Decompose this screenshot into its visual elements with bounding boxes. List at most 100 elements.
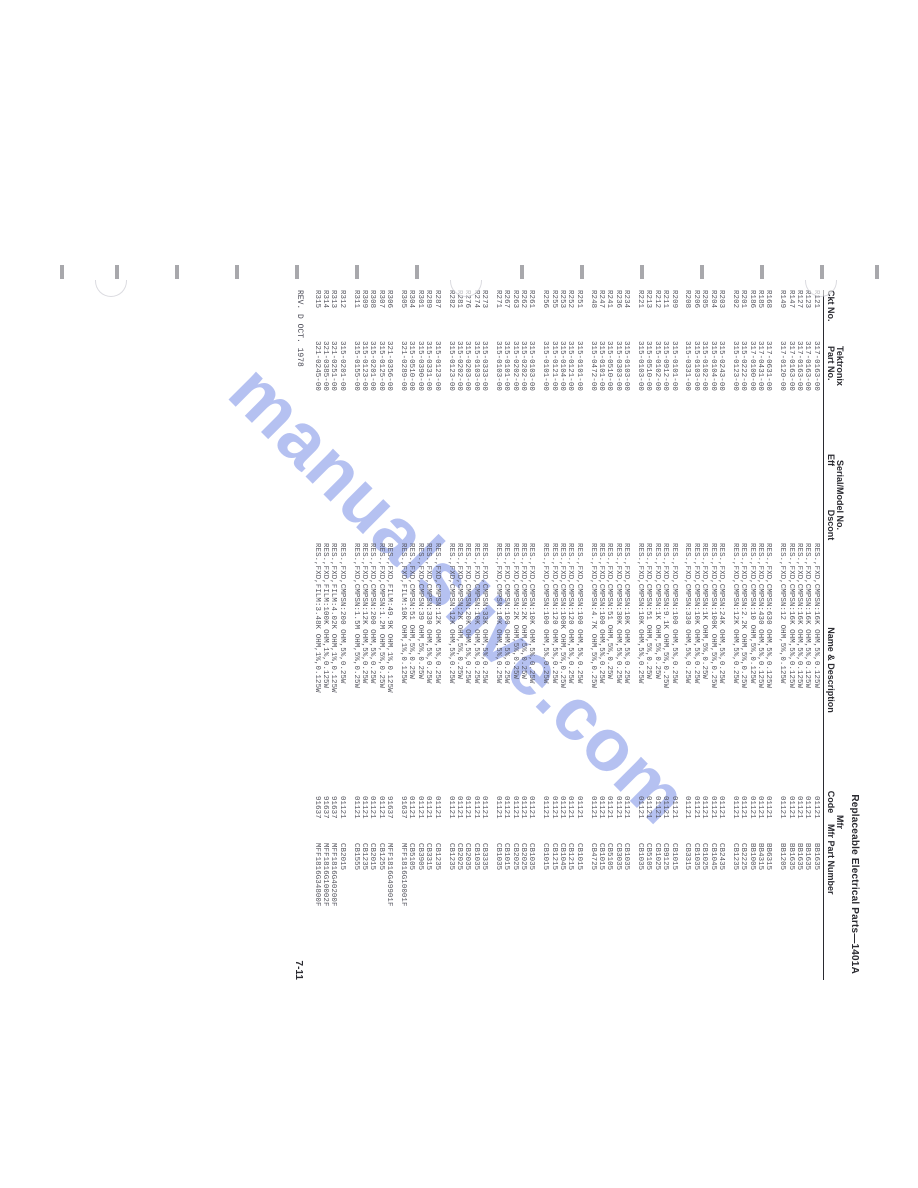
cell-mfr: 01121 (406, 796, 414, 843)
cell-desc: RES.,FXD,CMPSN:12K OHM,5%,0.25W (359, 543, 367, 796)
cell-part: 317-0163-00 (786, 341, 794, 430)
cell-mpn: CB1235 (359, 843, 367, 980)
table-row: R241315-0510-00RES.,FXD,CMPSN:51 OHM,5%,… (604, 290, 612, 980)
cell-desc: RES.,FXD,CMPSN:10K OHM,5%,0.25W (691, 543, 699, 796)
table-row: R212315-0102-00RES.,FXD,CMPSN:1K OHM,5%,… (652, 290, 660, 980)
cell-ckt: R147 (786, 290, 794, 341)
cell-part: 321-0251-00 (328, 341, 336, 430)
table-row: R205315-0102-00RES.,FXD,CMPSN:1K OHM,5%,… (699, 290, 707, 980)
table-row: R185317-0431-00RES.,FXD,CMPSN:430 OHM,5%… (755, 290, 763, 980)
cell-mpn: MFF1816G40200F (328, 843, 336, 980)
cell-desc: RES.,FXD,CMPSN:100 OHM,5%,0.25W (574, 543, 582, 796)
cell-part: 317-0431-00 (755, 341, 763, 430)
cell-mfr: 01121 (526, 796, 534, 843)
cell-part: 315-0202-00 (518, 341, 526, 430)
cell-part: 315-0331-00 (423, 341, 431, 430)
cell-ckt: R301 (415, 290, 423, 341)
cell-mfr: 01121 (738, 796, 746, 843)
cell-serial (635, 430, 643, 543)
cell-mpn: CB3315 (423, 843, 431, 980)
cell-mpn: CB2435 (716, 843, 724, 980)
cell-serial (588, 430, 596, 543)
cell-serial (526, 430, 534, 543)
cell-part: 315-0203-00 (462, 341, 470, 430)
cell-serial (613, 430, 621, 543)
cell-ckt: R127 (794, 290, 802, 341)
cell-mpn: CB1035 (621, 843, 629, 980)
cell-desc: RES.,FXD,CMPSN:51 OHM,5%,0.25W (643, 543, 651, 796)
cell-serial (691, 430, 699, 543)
cell-part: 315-0202-00 (454, 341, 462, 430)
cell-mpn: CB1015 (574, 843, 582, 980)
table-row: R208315-0331-00RES.,FXD,CMPSN:330 OHM,5%… (682, 290, 690, 980)
cell-serial (320, 430, 328, 543)
cell-mpn: CB1015 (540, 843, 548, 980)
table-row: R314321-0385-00RES.,FXD,FILM:100K OHM,1%… (320, 290, 328, 980)
table-row: R262315-0202-00RES.,FXD,CMPSN:2K OHM,5%,… (518, 290, 526, 980)
cell-desc: RES.,FXD,CMPSN:2K OHM,5%,0.25W (510, 543, 518, 796)
cell-desc: RES.,FXD,CMPSN:120 OHM,5%,0.25W (549, 543, 557, 796)
cell-desc: RES.,FXD,CMPSN:120 OHM,5%,0.25W (565, 543, 573, 796)
cell-ckt: R248 (588, 290, 596, 341)
cell-part: 315-0103-00 (635, 341, 643, 430)
cell-mfr: 01121 (747, 796, 755, 843)
table-row: R149317-0120-00RES.,FXD,CMPSN:12 OHM,5%,… (777, 290, 785, 980)
cell-ckt: R305 (398, 290, 406, 341)
table-row: R315321-0245-00RES.,FXD,FILM:3.48K OHM,1… (312, 290, 320, 980)
cell-mpn: CB2025 (518, 843, 526, 980)
cell-desc: RES.,FXD,FILM:10K OHM,1%,0.125W (398, 543, 406, 796)
table-row: R308315-0201-00RES.,FXD,CMPSN:200 OHM,5%… (367, 290, 375, 980)
binding-tick (60, 265, 64, 279)
cell-serial (432, 430, 440, 543)
cell-desc: RES.,FXD,CMPSN:16K OHM,5%,0.125W (794, 543, 802, 796)
cell-ckt: R311 (351, 290, 359, 341)
cell-mpn: CB2025 (454, 843, 462, 980)
cell-mpn: CB1045 (708, 843, 716, 980)
cell-mfr: 01121 (540, 796, 548, 843)
table-row: R186317-0100-00RES.,FXD,CMPSN:10 OHM,5%,… (747, 290, 755, 980)
cell-desc: RES.,FXD,CMPSN:16K OHM,5%,0.125W (802, 543, 810, 796)
cell-serial (454, 430, 462, 543)
cell-mfr: 01121 (376, 796, 384, 843)
cell-mpn: CB1035 (471, 843, 479, 980)
cell-ckt: R276 (462, 290, 470, 341)
cell-mpn: MFF1816G34800F (312, 843, 320, 980)
cell-desc: RES.,FXD,CMPSN:30K OHM,5%,0.25W (613, 543, 621, 796)
cell-serial (549, 430, 557, 543)
table-row: R204315-0104-00RES.,FXD,CMPSN:100K OHM,5… (708, 290, 716, 980)
table-row: R202315-0123-00RES.,FXD,CMPSN:12K OHM,5%… (730, 290, 738, 980)
cell-ckt: R212 (652, 290, 660, 341)
cell-part: 315-0103-00 (493, 341, 501, 430)
cell-desc: RES.,FXD,CMPSN:1.2M OHM,5%,0.25W (376, 543, 384, 796)
table-row: R252315-0121-00RES.,FXD,CMPSN:120 OHM,5%… (565, 290, 573, 980)
cell-part: 317-0163-00 (802, 341, 810, 430)
cell-mfr: 01121 (588, 796, 596, 843)
cell-mpn: CB5105 (406, 843, 414, 980)
cell-ckt: R201 (738, 290, 746, 341)
cell-ckt: R281 (454, 290, 462, 341)
table-row: R253315-0104-00RES.,FXD,CMPSN:100K OHM,5… (557, 290, 565, 980)
cell-serial (660, 430, 668, 543)
cell-part: 315-0121-00 (549, 341, 557, 430)
cell-desc: RES.,FXD,FILM:4.02K OHM,1%,0.125W (328, 543, 336, 796)
cell-ckt: R204 (708, 290, 716, 341)
cell-mfr: 01121 (501, 796, 509, 843)
th-part-no: Part No. (826, 346, 836, 430)
cell-part: 317-0163-00 (811, 341, 819, 430)
cell-ckt: R121 (811, 290, 819, 341)
page: manualslive.com Replaceable Electrical P… (0, 0, 918, 1188)
cell-mpn: BB1205 (777, 843, 785, 980)
cell-desc: RES.,FXD,CMPSN:100 OHM,5%,0.25W (501, 543, 509, 796)
cell-part: 315-0102-00 (652, 341, 660, 430)
cell-mpn: CB1555 (351, 843, 359, 980)
cell-mpn: CB1235 (445, 843, 453, 980)
cell-mfr: 91637 (328, 796, 336, 843)
cell-ckt: R247 (596, 290, 604, 341)
table-row: R203315-0243-00RES.,FXD,CMPSN:24K OHM,5%… (716, 290, 724, 980)
cell-mfr: 01121 (351, 796, 359, 843)
cell-desc: RES.,FXD,CMPSN:51 OHM,5%,0.25W (604, 543, 612, 796)
th-name-desc: Name & Description (826, 560, 836, 780)
cell-serial (604, 430, 612, 543)
cell-serial (699, 430, 707, 543)
cell-part: 317-0120-00 (777, 341, 785, 430)
